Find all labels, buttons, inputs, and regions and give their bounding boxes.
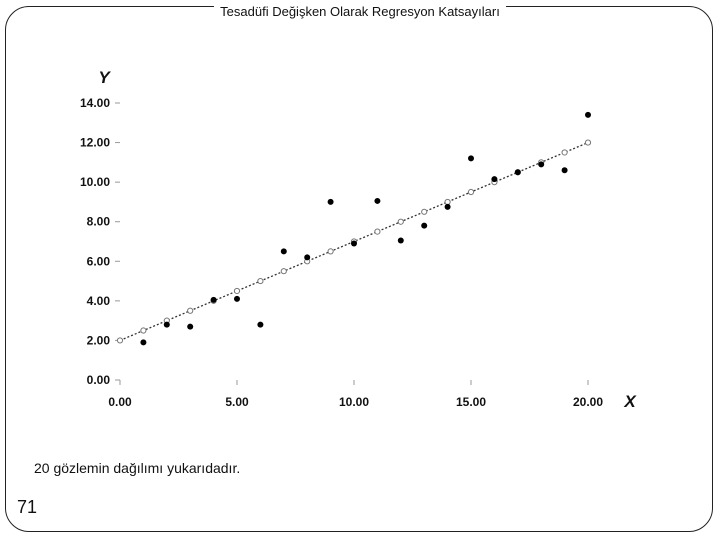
regression-point bbox=[374, 228, 381, 235]
observation-point bbox=[585, 111, 591, 118]
y-tick-label: 12.00 bbox=[80, 136, 110, 150]
regression-point bbox=[397, 218, 404, 225]
observation-point bbox=[234, 295, 240, 302]
y-tick-label: 8.00 bbox=[87, 215, 111, 229]
observation-point bbox=[210, 296, 217, 303]
observation-point bbox=[444, 203, 451, 210]
regression-point bbox=[421, 208, 428, 215]
regression-point bbox=[327, 248, 334, 255]
page-number: 71 bbox=[17, 497, 38, 517]
regression-point bbox=[444, 198, 451, 206]
observation-point bbox=[327, 198, 334, 205]
regression-point bbox=[233, 287, 241, 295]
observation-point bbox=[374, 197, 381, 204]
slide-caption: 20 gözlemin dağılımı yukarıdadır. bbox=[34, 460, 241, 476]
x-tick-label: 20.00 bbox=[573, 395, 603, 409]
observation-point bbox=[491, 176, 498, 183]
observation-point bbox=[538, 161, 545, 168]
y-tick-label: 6.00 bbox=[87, 254, 111, 268]
x-tick-label: 0.00 bbox=[108, 395, 132, 409]
y-tick-label: 2.00 bbox=[87, 333, 111, 347]
regression-point bbox=[561, 149, 568, 156]
observation-point bbox=[280, 248, 287, 255]
observation-point bbox=[163, 321, 170, 328]
y-tick-label: 0.00 bbox=[87, 373, 111, 387]
regression-point bbox=[467, 188, 475, 196]
observation-point bbox=[304, 254, 311, 261]
observation-point bbox=[351, 240, 357, 247]
regression-point bbox=[280, 268, 287, 275]
observation-point bbox=[468, 155, 474, 162]
y-tick-label: 10.00 bbox=[80, 175, 110, 189]
y-tick-label: 14.00 bbox=[80, 96, 110, 110]
observation-point bbox=[561, 167, 568, 174]
x-tick-label: 5.00 bbox=[225, 395, 249, 409]
regression-point bbox=[116, 337, 124, 344]
regression-point bbox=[140, 327, 147, 334]
observation-point bbox=[421, 222, 428, 229]
observation-point bbox=[187, 323, 194, 330]
y-axis-label: Y bbox=[98, 68, 111, 87]
regression-line bbox=[119, 141, 589, 342]
regression-point bbox=[187, 307, 194, 314]
slide-title-text: Tesadüfi Değişken Olarak Regresyon Katsa… bbox=[214, 4, 506, 19]
regression-point bbox=[257, 277, 264, 285]
slide-title: Tesadüfi Değişken Olarak Regresyon Katsa… bbox=[0, 4, 720, 19]
y-tick-label: 4.00 bbox=[87, 294, 111, 308]
x-axis-label: X bbox=[623, 392, 637, 411]
observation-point bbox=[514, 169, 521, 176]
x-tick-label: 15.00 bbox=[456, 395, 486, 409]
observation-point bbox=[257, 321, 264, 328]
observation-point bbox=[397, 237, 404, 244]
observation-point bbox=[140, 339, 147, 346]
regression-point bbox=[584, 139, 592, 146]
x-tick-label: 10.00 bbox=[339, 395, 369, 409]
